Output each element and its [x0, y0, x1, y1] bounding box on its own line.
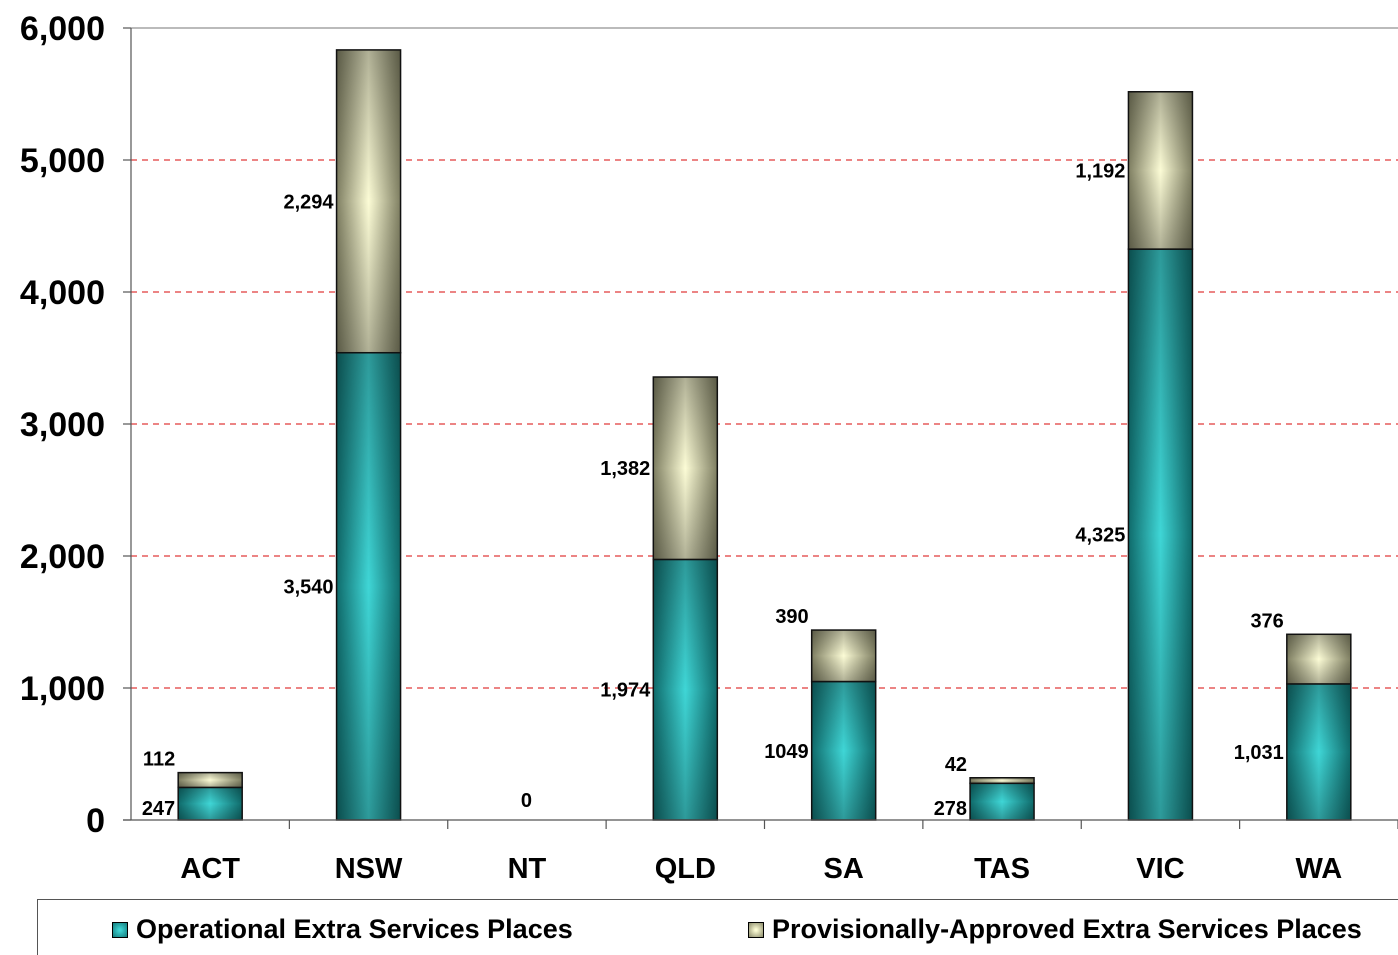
legend-swatch-operational	[112, 921, 128, 938]
bar-operational-shade	[177, 786, 243, 821]
data-label-operational: 0	[521, 790, 532, 812]
data-label-operational: 247	[142, 798, 175, 820]
bar-operational-shade	[652, 558, 719, 821]
data-label-operational: 278	[934, 798, 967, 820]
bar-provisional-shade	[1127, 91, 1194, 250]
y-tick-label: 5,000	[20, 142, 105, 180]
x-tick-label: SA	[824, 853, 864, 885]
y-tick-label: 6,000	[20, 10, 105, 48]
legend-item-operational: Operational Extra Services Places	[112, 914, 573, 945]
y-tick-label: 2,000	[20, 538, 105, 576]
data-label-operational: 1049	[764, 741, 809, 763]
legend-label-provisional: Provisionally-Approved Extra Services Pl…	[772, 914, 1362, 944]
data-label-operational: 1,031	[1234, 742, 1284, 764]
y-tick-label: 1,000	[20, 670, 105, 708]
bar-operational-shade	[969, 782, 1035, 821]
bar-provisional-shade	[652, 376, 719, 561]
data-label-provisional: 2,294	[284, 191, 335, 213]
x-tick-label: TAS	[974, 853, 1030, 885]
data-label-provisional: 42	[945, 754, 967, 776]
bar-provisional-shade	[335, 49, 402, 354]
data-label-operational: 1,974	[600, 680, 651, 702]
data-label-provisional: 112	[143, 749, 175, 771]
data-label-provisional: 376	[1250, 610, 1283, 632]
y-tick-label: 0	[86, 802, 105, 840]
bar-provisional-shade	[1286, 633, 1352, 685]
stacked-bar-chart: 0 1,000 2,000 3,000 4,000 5,000 6,000 ACT NSW NT Q…	[20, 10, 1398, 885]
x-tick-label: NSW	[335, 853, 403, 885]
bar-operational-shade	[1286, 683, 1352, 821]
y-tick-label: 4,000	[20, 274, 105, 312]
bar-provisional-shade	[177, 771, 243, 789]
bar-provisional-shade	[810, 629, 877, 683]
x-tick-label: NT	[508, 853, 547, 885]
x-tick-label: ACT	[180, 853, 240, 885]
bar-operational-shade	[1127, 248, 1194, 821]
y-tick-label: 3,000	[20, 406, 105, 444]
data-label-provisional: 1,382	[600, 458, 650, 480]
x-tick-label: QLD	[655, 853, 716, 885]
bar-operational-shade	[810, 680, 877, 821]
bar-operational-shade	[335, 351, 402, 821]
chart-legend: Operational Extra Services Places Provis…	[37, 899, 1398, 955]
legend-label-operational: Operational Extra Services Places	[136, 914, 573, 944]
data-label-provisional: 390	[775, 606, 808, 628]
x-tick-label: VIC	[1136, 853, 1184, 885]
x-tick-label: WA	[1295, 853, 1342, 885]
bar-provisional-shade	[969, 777, 1035, 785]
legend-swatch-provisional	[748, 921, 764, 938]
data-label-operational: 3,540	[284, 576, 334, 598]
legend-item-provisional: Provisionally-Approved Extra Services Pl…	[748, 914, 1362, 945]
data-label-provisional: 1,192	[1075, 160, 1125, 182]
data-label-operational: 4,325	[1075, 525, 1125, 547]
